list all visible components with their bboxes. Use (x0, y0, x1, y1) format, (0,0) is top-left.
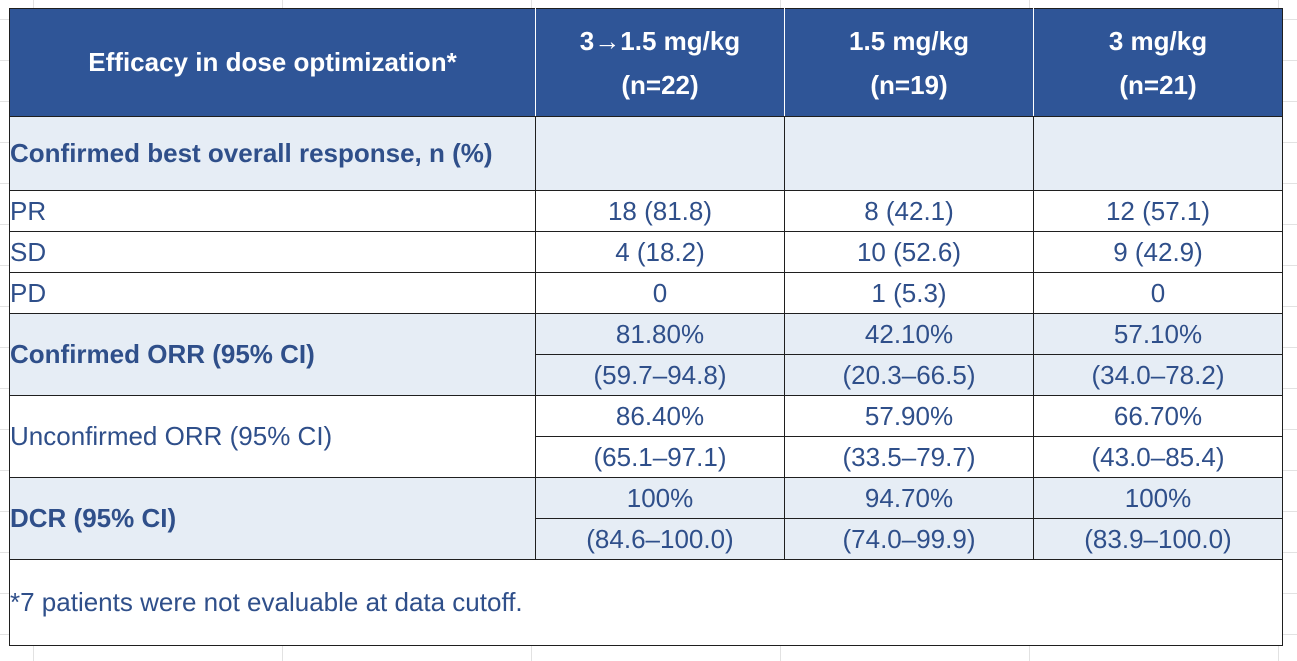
header-n: (n=19) (870, 69, 948, 100)
table-cell: (33.5–79.7) (784, 436, 1034, 478)
table-cell: 42.10% (784, 313, 1034, 355)
table-row-confirmed-orr: Confirmed ORR (95% CI) 81.80% 42.10% 57.… (9, 313, 1283, 396)
table-row-sd: SD 4 (18.2) 10 (52.6) 9 (42.9) (9, 231, 1283, 273)
table-row-dcr: DCR (95% CI) 100% 94.70% 100% (9, 477, 1283, 560)
table-cell: 10 (52.6) (784, 231, 1034, 273)
table-cell: 4 (18.2) (535, 231, 785, 273)
table-row-pr: PR 18 (81.8) 8 (42.1) 12 (57.1) (9, 190, 1283, 232)
header-col-3-to-1-5: 3→1.5 mg/kg (n=22) (535, 8, 785, 117)
table-cell: (34.0–78.2) (1033, 354, 1283, 396)
row-label: PR (9, 190, 536, 232)
table-cell: 66.70% (1033, 395, 1283, 437)
header-col-1-5: 1.5 mg/kg (n=19) (784, 8, 1034, 117)
table-cell: 57.90% (784, 395, 1034, 437)
table-row-unconfirmed-orr: Unconfirmed ORR (95% CI) 86.40% 57.90% 6… (9, 395, 1283, 478)
header-n: (n=21) (1119, 69, 1197, 100)
table-cell: 0 (535, 272, 785, 314)
table-cell: (20.3–66.5) (784, 354, 1034, 396)
table-cell: 9 (42.9) (1033, 231, 1283, 273)
footnote: *7 patients were not evaluable at data c… (9, 559, 1283, 646)
row-label: SD (9, 231, 536, 273)
header-col-3: 3 mg/kg (n=21) (1033, 8, 1283, 117)
empty-cell (535, 116, 785, 191)
row-label: DCR (95% CI) (9, 477, 536, 560)
section-label: Confirmed best overall response, n (%) (9, 116, 536, 191)
table-cell: 100% (535, 477, 785, 519)
empty-cell (1033, 116, 1283, 191)
row-label: Confirmed ORR (95% CI) (9, 313, 536, 396)
table-cell: (59.7–94.8) (535, 354, 785, 396)
table-cell: 1 (5.3) (784, 272, 1034, 314)
best-response-section-row: Confirmed best overall response, n (%) (9, 116, 1283, 191)
row-label: PD (9, 272, 536, 314)
table-cell: 0 (1033, 272, 1283, 314)
efficacy-table: Efficacy in dose optimization* 3→1.5 mg/… (9, 8, 1283, 646)
table-cell: 57.10% (1033, 313, 1283, 355)
header-dose: 3→1.5 mg/kg (579, 25, 741, 56)
table-cell: 100% (1033, 477, 1283, 519)
header-dose: 1.5 mg/kg (849, 25, 969, 56)
table-cell: (74.0–99.9) (784, 518, 1034, 560)
table-row-pd: PD 0 1 (5.3) 0 (9, 272, 1283, 314)
table-cell: 81.80% (535, 313, 785, 355)
table-row-dcr-ci: (84.6–100.0) (74.0–99.9) (83.9–100.0) (10, 518, 1283, 560)
table-cell: 94.70% (784, 477, 1034, 519)
row-label: Unconfirmed ORR (95% CI) (9, 395, 536, 478)
table-cell: 12 (57.1) (1033, 190, 1283, 232)
header-label: Efficacy in dose optimization* (9, 8, 536, 117)
header-n: (n=22) (621, 69, 699, 100)
table-cell: (65.1–97.1) (535, 436, 785, 478)
table-row-confirmed-orr-ci: (59.7–94.8) (20.3–66.5) (34.0–78.2) (10, 354, 1283, 396)
empty-cell (784, 116, 1034, 191)
table-cell: (83.9–100.0) (1033, 518, 1283, 560)
table-cell: (43.0–85.4) (1033, 436, 1283, 478)
table-row-unconfirmed-orr-ci: (65.1–97.1) (33.5–79.7) (43.0–85.4) (10, 436, 1283, 478)
table-cell: 18 (81.8) (535, 190, 785, 232)
table-cell: 8 (42.1) (784, 190, 1034, 232)
table-header-row: Efficacy in dose optimization* 3→1.5 mg/… (9, 8, 1283, 117)
table-cell: (84.6–100.0) (535, 518, 785, 560)
footnote-row: *7 patients were not evaluable at data c… (9, 559, 1283, 646)
table-cell: 86.40% (535, 395, 785, 437)
header-dose: 3 mg/kg (1108, 25, 1208, 56)
